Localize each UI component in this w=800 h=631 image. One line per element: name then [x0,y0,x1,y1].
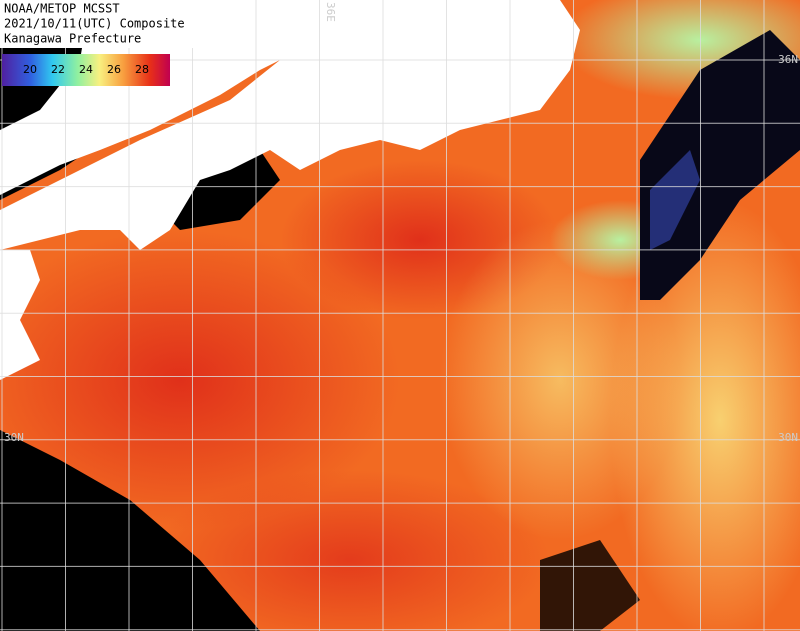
colorbar-label: 24 [79,63,93,76]
grid-label: 30N [4,431,24,444]
land [0,0,580,380]
grid-label: 36E [324,2,337,22]
header-line: Kanagawa Prefecture [4,32,141,46]
colorbar-ticks: 20 22 24 26 28 [23,63,149,76]
colorbar-label: 28 [135,63,149,76]
header-line: 2021/10/11(UTC) Composite [4,17,185,31]
colorbar-label: 22 [51,63,65,76]
grid-label: 36N [778,53,798,66]
colorbar-label: 20 [23,63,37,76]
header-line: NOAA/METOP MCSST [4,2,120,16]
grid-label: 30N [778,431,798,444]
colorbar-label: 26 [107,63,121,76]
colorbar [2,54,170,86]
header-box [0,0,215,48]
